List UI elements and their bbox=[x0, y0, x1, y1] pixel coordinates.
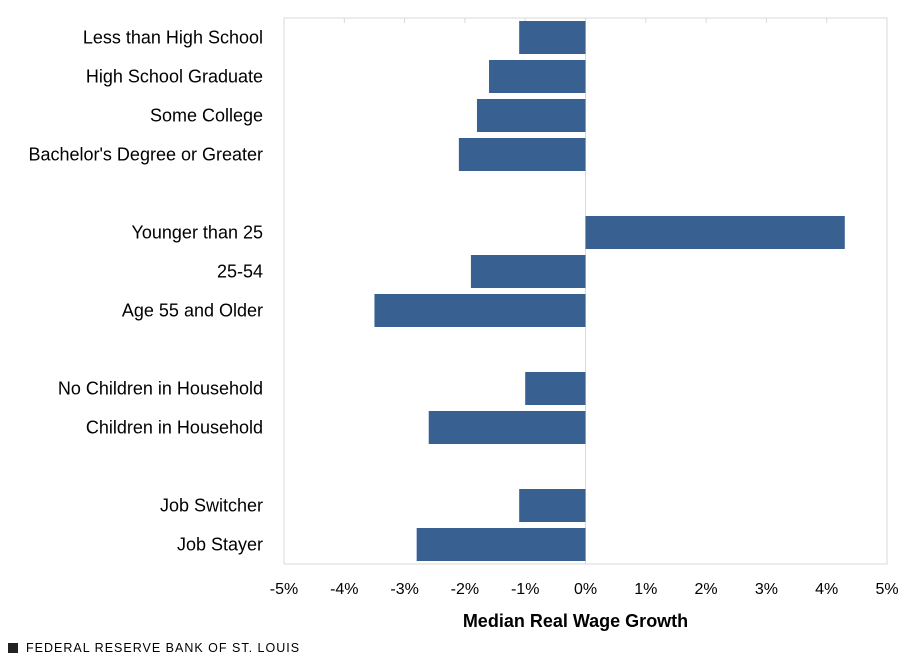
x-tick-label: 4% bbox=[815, 581, 838, 598]
bar bbox=[416, 528, 586, 561]
x-tick-label: 1% bbox=[634, 581, 657, 598]
category-label: 25-54 bbox=[217, 262, 263, 282]
x-tick-label: -4% bbox=[330, 581, 358, 598]
category-label: Job Switcher bbox=[160, 496, 263, 516]
bar bbox=[489, 60, 586, 93]
category-label: Job Stayer bbox=[177, 535, 263, 555]
x-tick-label: -5% bbox=[270, 581, 298, 598]
source-text: FEDERAL RESERVE BANK OF ST. LOUIS bbox=[26, 641, 301, 655]
bar bbox=[476, 99, 586, 132]
bar bbox=[374, 294, 586, 327]
category-label: Younger than 25 bbox=[132, 223, 263, 243]
x-tick-label: 5% bbox=[875, 581, 898, 598]
bar bbox=[428, 411, 586, 444]
x-tick-label: -3% bbox=[390, 581, 418, 598]
category-label: No Children in Household bbox=[58, 379, 263, 399]
source-credit: FEDERAL RESERVE BANK OF ST. LOUIS bbox=[8, 641, 300, 655]
x-tick-label: 3% bbox=[755, 581, 778, 598]
bar bbox=[585, 216, 845, 249]
category-label: Children in Household bbox=[86, 418, 263, 438]
x-tick-label: 2% bbox=[695, 581, 718, 598]
x-tick-label: -1% bbox=[511, 581, 539, 598]
bar bbox=[458, 138, 586, 171]
category-label: Less than High School bbox=[83, 28, 263, 48]
category-label: High School Graduate bbox=[86, 67, 263, 87]
category-label: Some College bbox=[150, 106, 263, 126]
category-label: Bachelor's Degree or Greater bbox=[28, 145, 263, 165]
x-tick-label: -2% bbox=[451, 581, 479, 598]
x-axis-title: Median Real Wage Growth bbox=[463, 611, 688, 631]
bar bbox=[519, 489, 586, 522]
bar bbox=[525, 372, 586, 405]
logo-square-icon bbox=[8, 643, 18, 653]
bar-chart: -5% -4% -3% -2% -1% 0% 1% 2% 3% 4% 5% Less than Hig… bbox=[28, 17, 899, 631]
bar bbox=[470, 255, 586, 288]
category-label: Age 55 and Older bbox=[122, 301, 263, 321]
bar bbox=[519, 21, 586, 54]
x-tick-label: 0% bbox=[574, 581, 597, 598]
